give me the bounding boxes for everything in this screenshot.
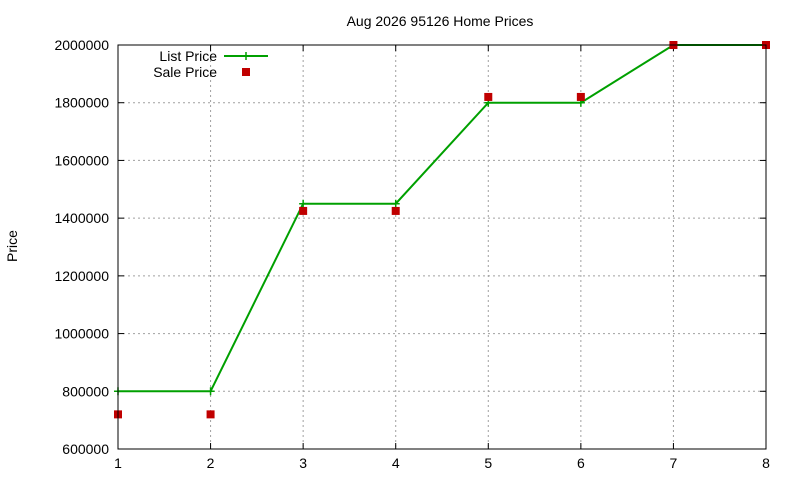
sale-price-legend-marker: [242, 68, 250, 76]
list-price-point: [299, 199, 308, 208]
tick-labels: 1 2 3 4 5 6 7 8 600000 800000 1000000 1200000 140000…: [54, 37, 770, 471]
y-tick-label: 1400000: [54, 210, 109, 226]
list-price-point: [206, 387, 215, 396]
x-tick-label: 3: [299, 455, 307, 471]
x-tick-label: 6: [577, 455, 585, 471]
sale-price-point: [206, 410, 215, 419]
list-price-legend-marker: [242, 52, 250, 60]
x-tick-label: 4: [392, 455, 400, 471]
y-tick-label: 2000000: [54, 37, 109, 53]
list-price-point: [391, 199, 400, 208]
y-axis-label: Price: [4, 230, 20, 262]
y-tick-label: 600000: [62, 441, 109, 457]
x-tick-label: 1: [114, 455, 122, 471]
y-tick-label: 1000000: [54, 326, 109, 342]
chart-title: Aug 2026 95126 Home Prices: [347, 13, 534, 29]
y-tick-label: 1600000: [54, 152, 109, 168]
sale-price-legend-label: Sale Price: [153, 64, 217, 80]
sale-price-point: [484, 92, 493, 101]
sale-price-point: [391, 206, 400, 215]
x-tick-label: 5: [484, 455, 492, 471]
list-price-line: [118, 44, 766, 393]
x-tick-label: 2: [207, 455, 215, 471]
list-price-legend-label: List Price: [159, 48, 217, 64]
y-tick-label: 1800000: [54, 95, 109, 111]
grid: [118, 45, 766, 449]
series-layer: [114, 41, 770, 419]
sale-price-series: [114, 41, 770, 419]
axis-ticks: [117, 44, 767, 450]
y-tick-label: 800000: [62, 383, 109, 399]
x-tick-label: 7: [670, 455, 678, 471]
sale-price-point: [299, 206, 308, 215]
y-tick-label: 1200000: [54, 268, 109, 284]
plot-border: [117, 44, 767, 450]
list-price-series: [114, 41, 770, 396]
sale-price-point: [576, 92, 585, 101]
x-tick-label: 8: [762, 455, 770, 471]
